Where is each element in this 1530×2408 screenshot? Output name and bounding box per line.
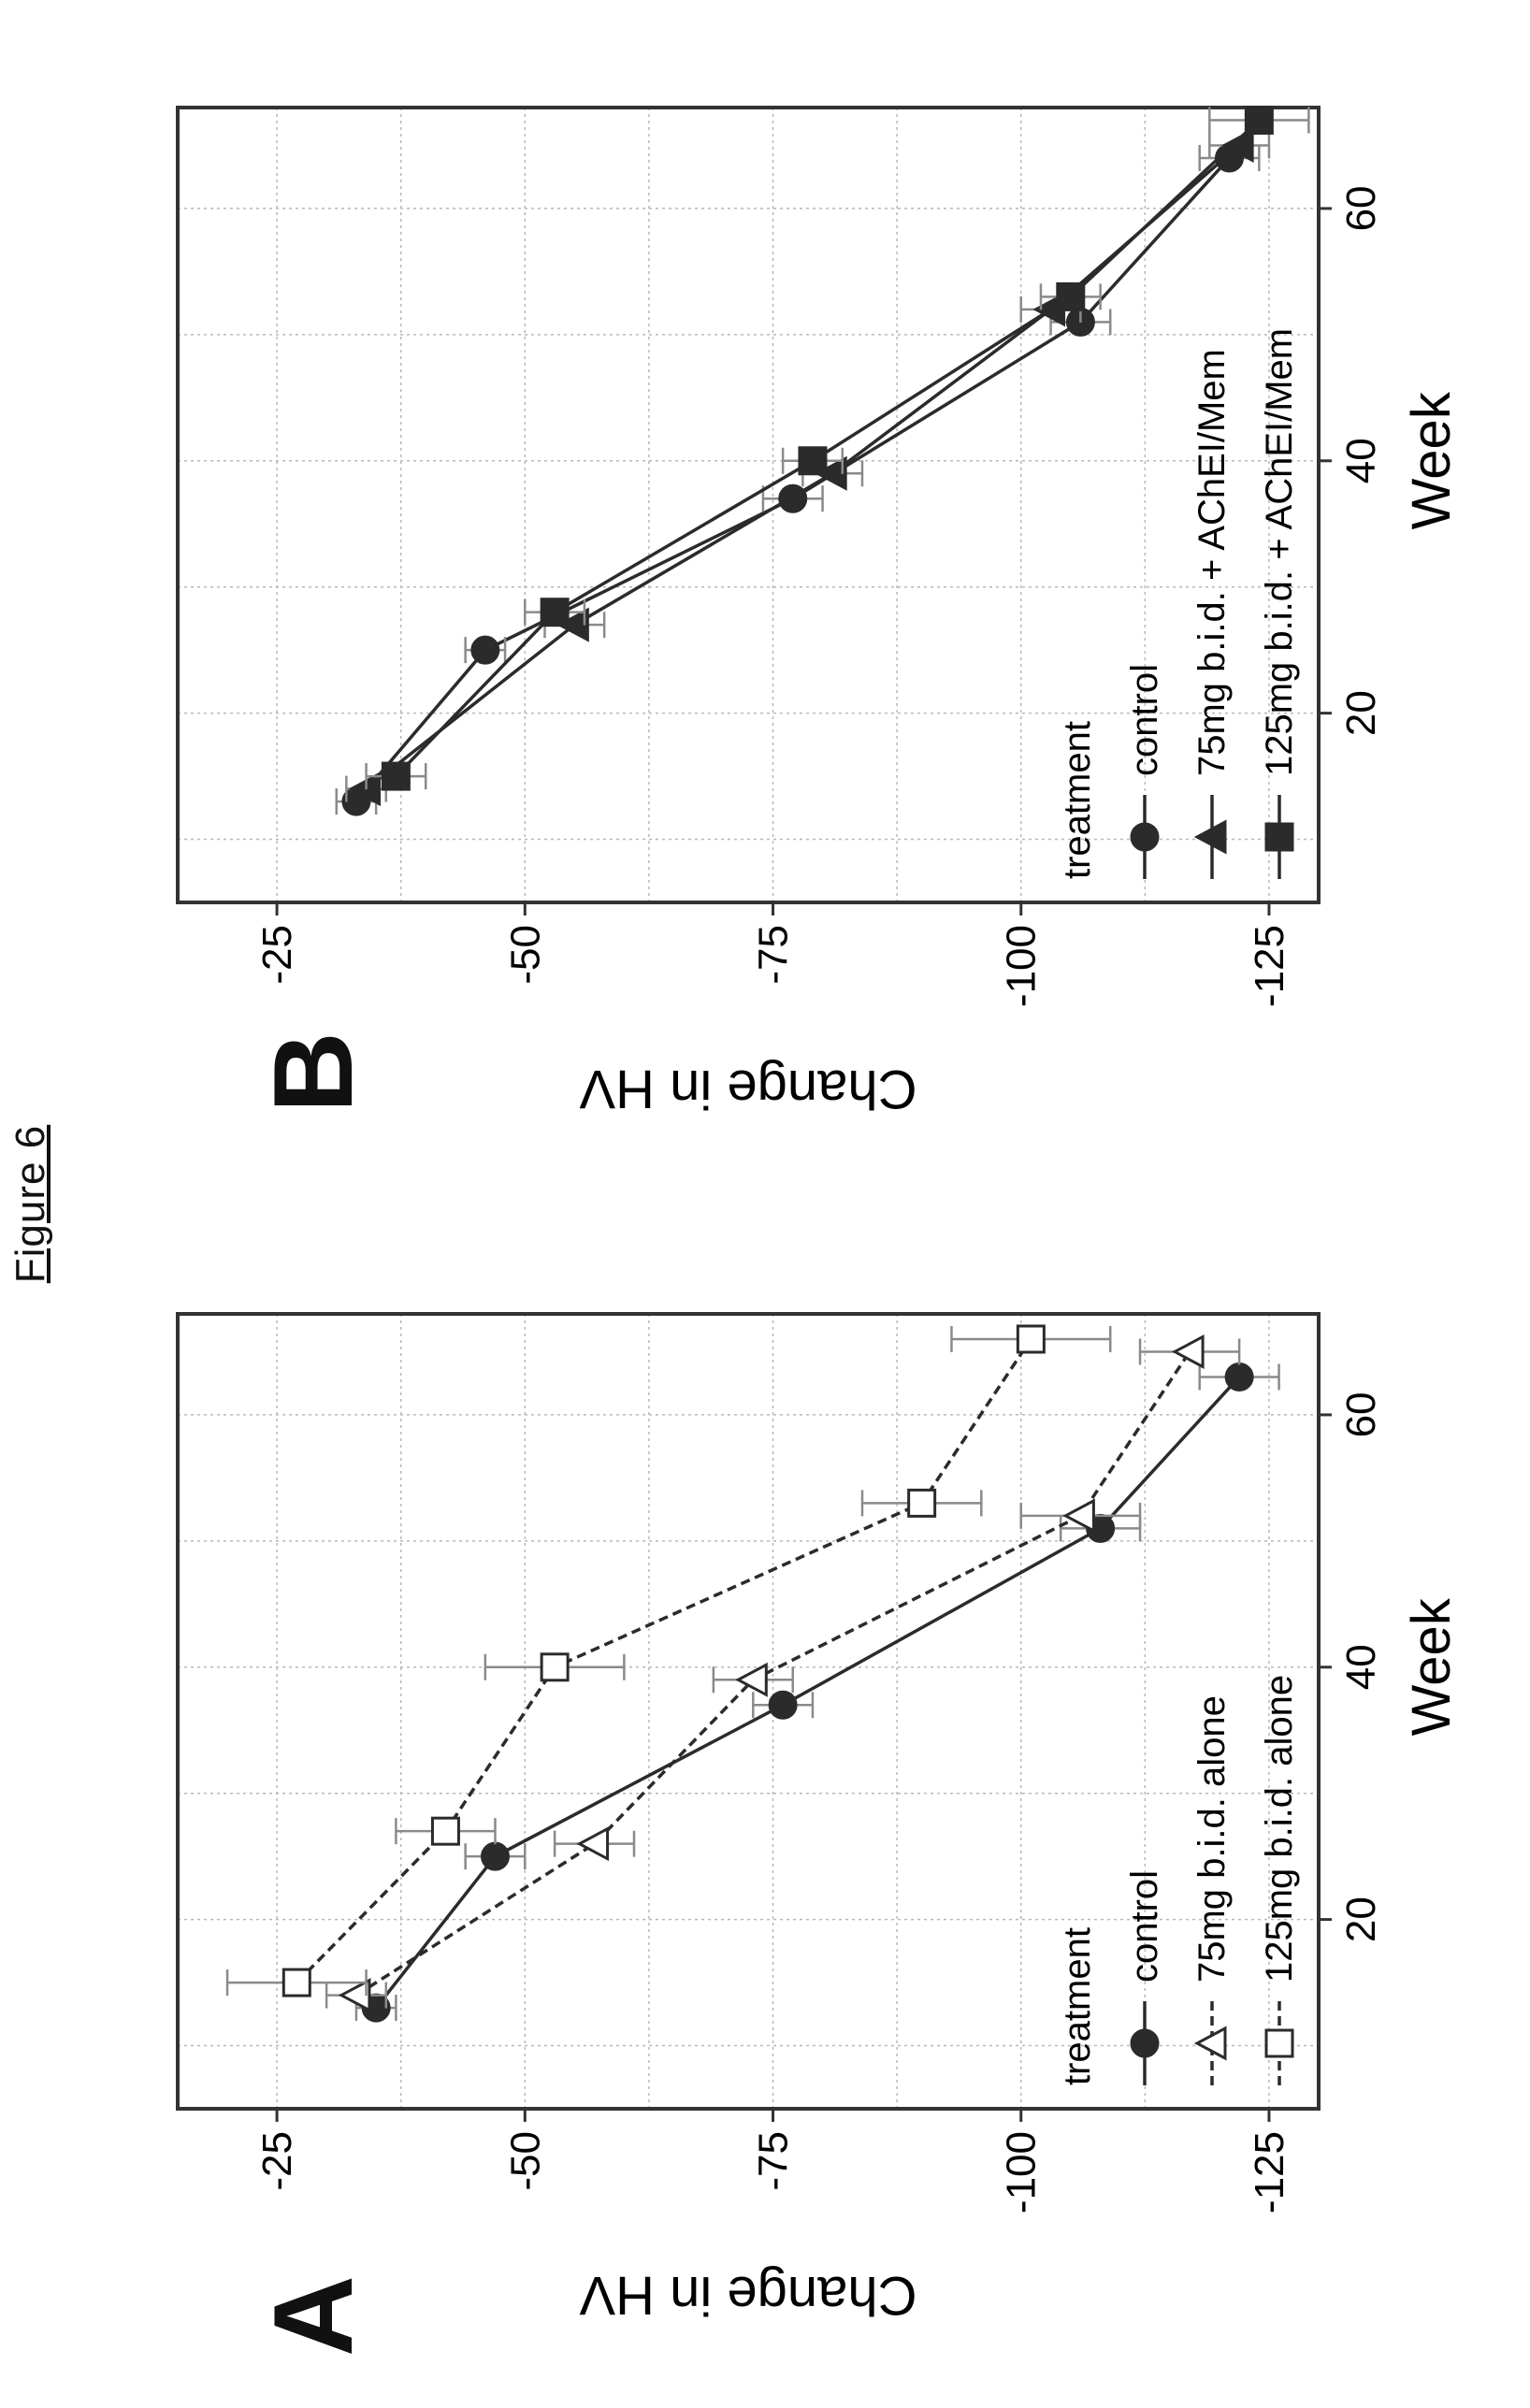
x-axis-label: Week	[1401, 391, 1462, 529]
data-point	[735, 1662, 768, 1697]
data-point	[1193, 2026, 1227, 2061]
series-2	[325, 1334, 1241, 2013]
plot-frame	[176, 1312, 1321, 2111]
x-axis-label: Week	[1401, 1597, 1462, 1736]
x-tick-label: 60	[1338, 1391, 1384, 1437]
x-tick-label: 60	[1338, 185, 1384, 231]
data-point	[1056, 281, 1086, 311]
legend-label: 125mg b.i.d. alone	[1259, 1675, 1300, 1983]
data-point	[281, 1968, 311, 1997]
legend-title: treatment	[1057, 1927, 1098, 2085]
y-axis-label: Change in HV	[579, 1059, 917, 1119]
data-point	[1264, 2028, 1294, 2058]
y-tick-label: -75	[751, 925, 797, 985]
legend-label: 75mg b.i.d. + AChEI/Mem	[1191, 349, 1233, 776]
data-point	[768, 1690, 798, 1720]
legend-label: 125mg b.i.d. + AChEI/Mem	[1259, 328, 1300, 776]
legend: treatment control 75mg b.i.d. + AChEI/Mem 1…	[1057, 328, 1300, 879]
legend: treatment control 75mg b.i.d. alone 125mg b…	[1057, 1675, 1300, 2085]
series-line	[354, 156, 1231, 803]
x-tick-label: 20	[1338, 690, 1384, 736]
y-tick-label: -100	[999, 925, 1045, 1007]
y-tick-label: -100	[999, 2131, 1045, 2213]
legend-title: treatment	[1057, 721, 1098, 879]
data-point	[907, 1488, 937, 1518]
data-point	[1016, 1324, 1046, 1354]
data-point	[1130, 2028, 1160, 2058]
data-point	[540, 1652, 570, 1682]
data-point	[556, 607, 589, 642]
series-3	[225, 1324, 1112, 1997]
data-point	[1224, 1362, 1254, 1391]
y-tick-label: -50	[502, 925, 548, 985]
data-point	[381, 761, 411, 791]
legend-label: control	[1124, 664, 1165, 776]
y-tick-label: -125	[1247, 2131, 1292, 2213]
y-tick-label: -75	[751, 2131, 797, 2191]
data-point	[814, 455, 847, 491]
figure-title: Figure 6	[7, 1124, 53, 1284]
x-tick-label: 40	[1338, 438, 1384, 483]
y-tick-label: -25	[254, 925, 300, 985]
series-line	[296, 1338, 1032, 1984]
data-point	[1130, 822, 1160, 852]
data-point	[540, 598, 570, 627]
data-point	[470, 635, 500, 665]
data-point	[576, 1826, 610, 1862]
y-tick-label: -50	[502, 2131, 548, 2191]
grid	[178, 108, 1319, 902]
data-point	[1244, 105, 1274, 135]
data-point	[480, 1841, 510, 1871]
data-point	[430, 1816, 460, 1846]
chart-panel-b: 20 40 60 -25 -50 -75 -100 -125 Week Change in HV t…	[176, 105, 1462, 1119]
grid	[178, 1314, 1319, 2109]
legend-label: 75mg b.i.d. alone	[1191, 1695, 1233, 1983]
data-point	[1171, 1334, 1205, 1369]
data-point	[1062, 1498, 1095, 1534]
chart-panel-a: 20 40 60 -25 -50 -75 -100 -125 Week Change in HV t…	[176, 1312, 1462, 2326]
series-3	[365, 105, 1310, 791]
plot-frame	[176, 106, 1321, 904]
series-1	[335, 143, 1261, 816]
legend-label: control	[1124, 1870, 1165, 1983]
data-point	[1193, 819, 1227, 855]
y-axis-label: Change in HV	[579, 2265, 917, 2326]
data-point	[798, 446, 828, 476]
data-point	[1264, 822, 1294, 852]
data-point	[338, 1978, 371, 2013]
y-tick-label: -125	[1247, 925, 1292, 1007]
y-tick-label: -25	[254, 2131, 300, 2191]
x-tick-label: 20	[1338, 1896, 1384, 1942]
x-tick-label: 40	[1338, 1644, 1384, 1690]
